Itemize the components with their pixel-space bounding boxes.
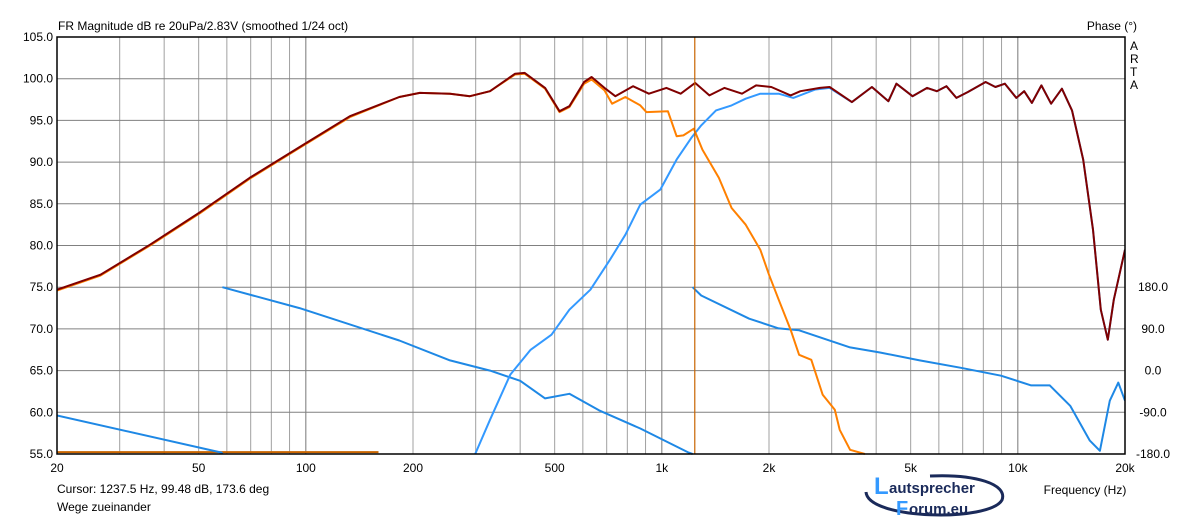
x-tick-label: 5k: [904, 461, 918, 475]
phase-tick-label: 180.0: [1138, 280, 1168, 294]
logo-letter-f: F: [896, 498, 908, 518]
chart-comment: Wege zueinander: [57, 500, 151, 514]
magnitude-curve: [57, 72, 866, 455]
x-tick-label: 10k: [1008, 461, 1028, 475]
y-tick-label: 85.0: [30, 197, 54, 211]
x-tick-label: 200: [403, 461, 423, 475]
y-tick-label: 60.0: [30, 405, 54, 419]
cursor-readout: Cursor: 1237.5 Hz, 99.48 dB, 173.6 deg: [57, 482, 270, 496]
lautsprecherforum-logo: L autsprecher F orum.eu: [864, 473, 1005, 518]
y-tick-label: 70.0: [30, 322, 54, 336]
arta-letter: A: [1130, 39, 1138, 53]
phase-tick-label: 90.0: [1141, 322, 1165, 336]
y-tick-label: 65.0: [30, 364, 54, 378]
arta-letter: T: [1130, 65, 1138, 79]
y-tick-label: 55.0: [30, 447, 54, 461]
plot-frame: [56, 36, 1126, 455]
axis-labels: 105.0 100.0 95.0 90.0 85.0 80.0 75.0 70.0 65.0 60…: [23, 30, 1170, 475]
x-tick-label: 500: [545, 461, 565, 475]
logo-text-line1: autsprecher: [889, 480, 975, 497]
y-tick-label: 75.0: [30, 280, 54, 294]
phase-tick-label: -90.0: [1139, 405, 1167, 419]
logo-letter-l: L: [874, 473, 889, 500]
y-tick-label: 90.0: [30, 155, 54, 169]
magnitude-curve: [474, 81, 1125, 455]
y-tick-label: 100.0: [23, 72, 53, 86]
x-tick-label: 1k: [655, 461, 669, 475]
logo-text-line2: orum.eu: [909, 501, 968, 518]
phase-tick-label: 0.0: [1145, 364, 1162, 378]
x-tick-label: 2k: [763, 461, 777, 475]
y-tick-label: 80.0: [30, 239, 54, 253]
y-tick-label: 95.0: [30, 113, 54, 127]
phase-axis-title: Phase (°): [1087, 19, 1137, 33]
x-tick-label: 20: [50, 461, 64, 475]
arta-letter: R: [1130, 52, 1139, 66]
chart-title: FR Magnitude dB re 20uPa/2.83V (smoothed…: [58, 19, 348, 33]
x-tick-label: 100: [296, 461, 316, 475]
logo-swoosh: [864, 474, 1005, 517]
phase-tick-label: -180.0: [1136, 447, 1170, 461]
y-tick-label: 105.0: [23, 30, 53, 44]
magnitude-curve: [57, 71, 1125, 341]
curves: [57, 37, 1125, 455]
arta-side-label: A R T A: [1130, 39, 1139, 92]
x-tick-label: 50: [192, 461, 206, 475]
x-axis-title: Frequency (Hz): [1044, 483, 1127, 497]
arta-letter: A: [1130, 78, 1138, 92]
x-tick-label: 20k: [1115, 461, 1135, 475]
grid: [57, 37, 1125, 454]
